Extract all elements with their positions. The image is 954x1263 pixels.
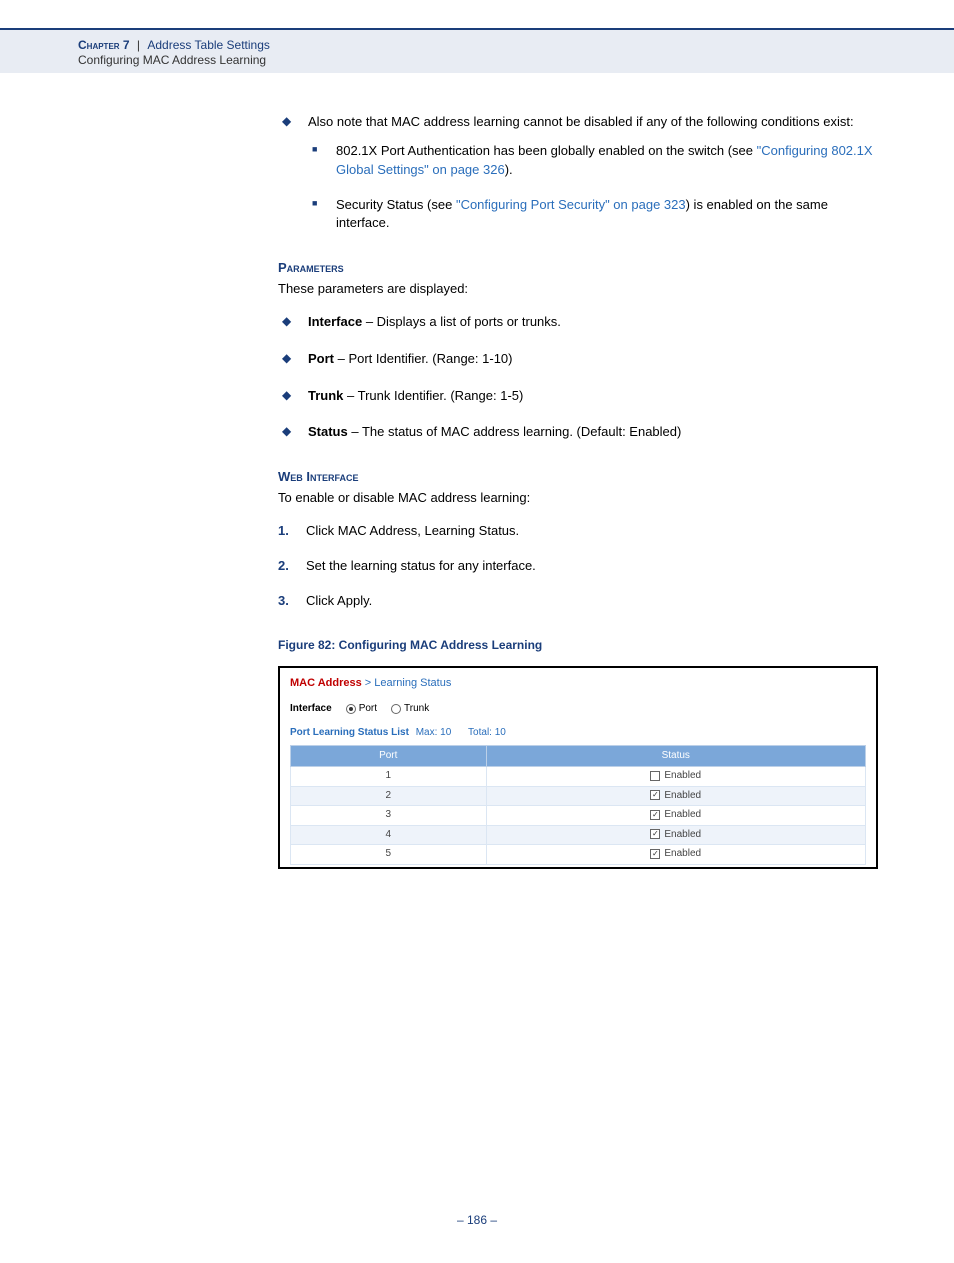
cell-status: Enabled (486, 825, 866, 845)
parameter-term: Status (308, 424, 348, 439)
steps-list: 1. Click MAC Address, Learning Status. 2. S… (278, 522, 878, 611)
web-interface-heading: Web Interface (278, 468, 878, 487)
list-title: Port Learning Status List (290, 727, 409, 738)
cell-status: Enabled (486, 806, 866, 826)
list-max: Max: 10 (416, 727, 452, 738)
xref-link[interactable]: "Configuring Port Security" on page 323 (456, 197, 686, 212)
parameter-term: Port (308, 351, 334, 366)
table-row: 3 Enabled (291, 806, 866, 826)
radio-port[interactable]: Port (346, 702, 377, 717)
cell-status: Enabled (486, 786, 866, 806)
parameters-intro: These parameters are displayed: (278, 280, 878, 299)
radio-dot-icon (346, 704, 356, 714)
cell-port: 4 (291, 825, 487, 845)
breadcrumb-sub: Learning Status (374, 677, 451, 689)
page-header: Chapter 7 | Address Table Settings Confi… (0, 28, 954, 73)
radio-trunk[interactable]: Trunk (391, 702, 429, 717)
pipe-separator: | (137, 38, 143, 52)
figure-caption: Figure 82: Configuring MAC Address Learn… (278, 637, 878, 654)
parameter-desc: – Trunk Identifier. (Range: 1-5) (343, 388, 523, 403)
parameter-term: Interface (308, 314, 362, 329)
status-checkbox[interactable] (650, 790, 660, 800)
status-checkbox[interactable] (650, 849, 660, 859)
col-status-header: Status (486, 745, 866, 767)
status-table: Port Status 1 Enabled 2 Enabled 3 Enabled 4 Ena… (290, 745, 866, 865)
web-interface-intro: To enable or disable MAC address learnin… (278, 489, 878, 508)
list-total: Total: 10 (468, 727, 506, 738)
step-item: 2. Set the learning status for any interf… (278, 557, 878, 576)
radio-port-label: Port (359, 702, 377, 717)
status-checkbox[interactable] (650, 771, 660, 781)
condition-item: 802.1X Port Authentication has been glob… (308, 142, 878, 180)
table-row: 5 Enabled (291, 845, 866, 865)
section-title: Address Table Settings (147, 38, 270, 52)
step-number: 1. (278, 522, 289, 541)
cell-port: 3 (291, 806, 487, 826)
cell-port: 5 (291, 845, 487, 865)
status-checkbox[interactable] (650, 829, 660, 839)
cell-port: 2 (291, 786, 487, 806)
status-tbody: 1 Enabled 2 Enabled 3 Enabled 4 Enabled 5 Enabled (291, 767, 866, 865)
status-checkbox[interactable] (650, 810, 660, 820)
radio-dot-icon (391, 704, 401, 714)
condition-item: Security Status (see "Configuring Port S… (308, 196, 878, 234)
page-number: – 186 – (0, 1213, 954, 1227)
parameter-desc: – Port Identifier. (Range: 1-10) (334, 351, 512, 366)
condition-text: 802.1X Port Authentication has been glob… (336, 143, 757, 158)
step-item: 3. Click Apply. (278, 592, 878, 611)
chapter-label: Chapter 7 (78, 38, 130, 52)
parameter-item: Port – Port Identifier. (Range: 1-10) (278, 350, 878, 369)
status-label: Enabled (664, 790, 701, 801)
table-row: 2 Enabled (291, 786, 866, 806)
breadcrumb-main: MAC Address (290, 677, 362, 689)
cell-status: Enabled (486, 845, 866, 865)
step-item: 1. Click MAC Address, Learning Status. (278, 522, 878, 541)
parameter-desc: – The status of MAC address learning. (D… (348, 424, 682, 439)
parameters-list: Interface – Displays a list of ports or … (278, 313, 878, 442)
note-text: Also note that MAC address learning cann… (308, 114, 854, 129)
step-text: Set the learning status for any interfac… (306, 558, 536, 573)
col-port-header: Port (291, 745, 487, 767)
condition-text-post: ). (505, 162, 513, 177)
radio-trunk-label: Trunk (404, 702, 429, 717)
step-text: Click MAC Address, Learning Status. (306, 523, 519, 538)
table-row: 1 Enabled (291, 767, 866, 787)
status-label: Enabled (664, 809, 701, 820)
parameters-heading: Parameters (278, 259, 878, 278)
status-label: Enabled (664, 848, 701, 859)
parameter-desc: – Displays a list of ports or trunks. (362, 314, 561, 329)
parameter-item: Trunk – Trunk Identifier. (Range: 1-5) (278, 387, 878, 406)
status-label: Enabled (664, 770, 701, 781)
table-row: 4 Enabled (291, 825, 866, 845)
parameter-item: Interface – Displays a list of ports or … (278, 313, 878, 332)
figure-screenshot: MAC Address > Learning Status Interface … (278, 666, 878, 869)
step-text: Click Apply. (306, 593, 372, 608)
parameter-term: Trunk (308, 388, 343, 403)
breadcrumb-sep: > (362, 677, 375, 689)
breadcrumb: MAC Address > Learning Status (290, 676, 866, 692)
step-number: 2. (278, 557, 289, 576)
cell-status: Enabled (486, 767, 866, 787)
cell-port: 1 (291, 767, 487, 787)
condition-text: Security Status (see (336, 197, 456, 212)
note-item: Also note that MAC address learning cann… (278, 113, 878, 233)
interface-label: Interface (290, 702, 332, 717)
parameter-item: Status – The status of MAC address learn… (278, 423, 878, 442)
status-label: Enabled (664, 829, 701, 840)
step-number: 3. (278, 592, 289, 611)
subsection-title: Configuring MAC Address Learning (78, 53, 954, 67)
